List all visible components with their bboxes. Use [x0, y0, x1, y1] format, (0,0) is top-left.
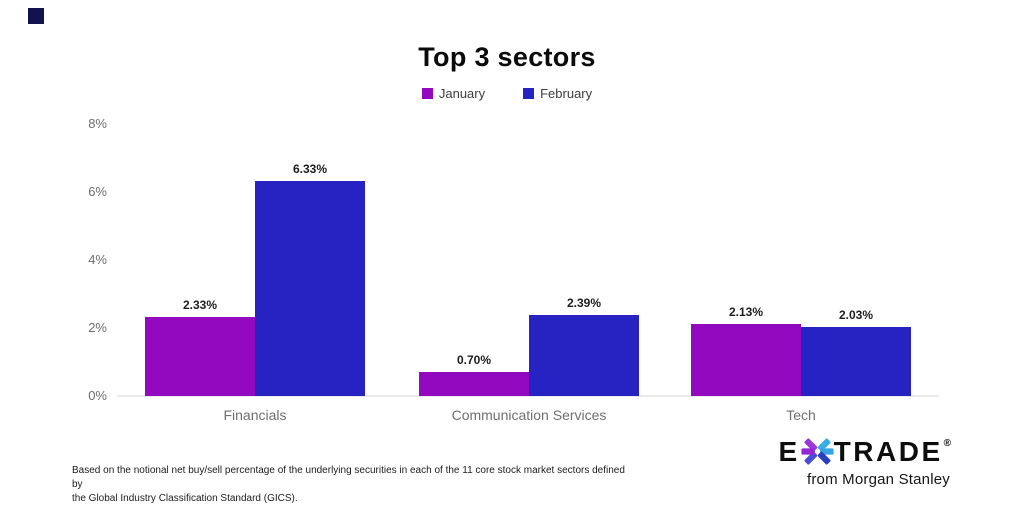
bar-january-financials	[145, 316, 255, 396]
logo-tagline: from Morgan Stanley	[806, 471, 950, 488]
y-tick-0: 0%	[88, 388, 107, 403]
x-axis-line	[117, 395, 939, 397]
category-label-financials: Financials	[223, 407, 287, 423]
bar-january-communication-services	[419, 372, 529, 396]
y-tick-6: 6%	[88, 184, 107, 199]
bar-february-financials	[255, 180, 365, 396]
bar-january-tech	[691, 323, 801, 396]
brand-corner-square	[28, 8, 44, 24]
bar-value-label-february-tech: 2.03%	[838, 307, 874, 322]
legend-swatch-january	[421, 88, 433, 99]
footnote: Based on the notional net buy/sell perce…	[72, 465, 625, 504]
chart-legend: January February	[0, 86, 1014, 101]
legend-swatch-february	[523, 88, 535, 99]
y-tick-8: 8%	[88, 116, 107, 131]
registered-mark: ®	[943, 438, 951, 449]
etrade-logo: E TRADE ® from Morgan Stanley	[778, 435, 951, 488]
legend-item-february: February	[523, 86, 592, 101]
legend-item-january: January	[421, 86, 486, 101]
bar-february-tech	[801, 326, 911, 396]
category-label-tech: Tech	[786, 407, 816, 423]
bar-value-label-february-communication-services: 2.39%	[566, 295, 602, 310]
etrade-asterisk-icon	[801, 438, 834, 465]
logo-text-e: E	[778, 435, 800, 467]
bar-value-label-january-communication-services: 0.70%	[456, 353, 492, 368]
y-tick-2: 2%	[88, 320, 107, 335]
bar-february-communication-services	[529, 314, 639, 396]
bar-value-label-january-financials: 2.33%	[182, 297, 218, 312]
logo-text-trade: TRADE	[833, 435, 943, 467]
bar-value-label-february-financials: 6.33%	[292, 161, 328, 176]
legend-label-february: February	[540, 86, 593, 101]
etrade-wordmark: E TRADE ®	[778, 435, 951, 468]
category-label-communication-services: Communication Services	[451, 407, 607, 423]
y-tick-4: 4%	[88, 252, 107, 267]
legend-label-january: January	[438, 86, 486, 101]
bar-value-label-january-tech: 2.13%	[728, 304, 764, 319]
chart-title: Top 3 sectors	[418, 42, 596, 72]
